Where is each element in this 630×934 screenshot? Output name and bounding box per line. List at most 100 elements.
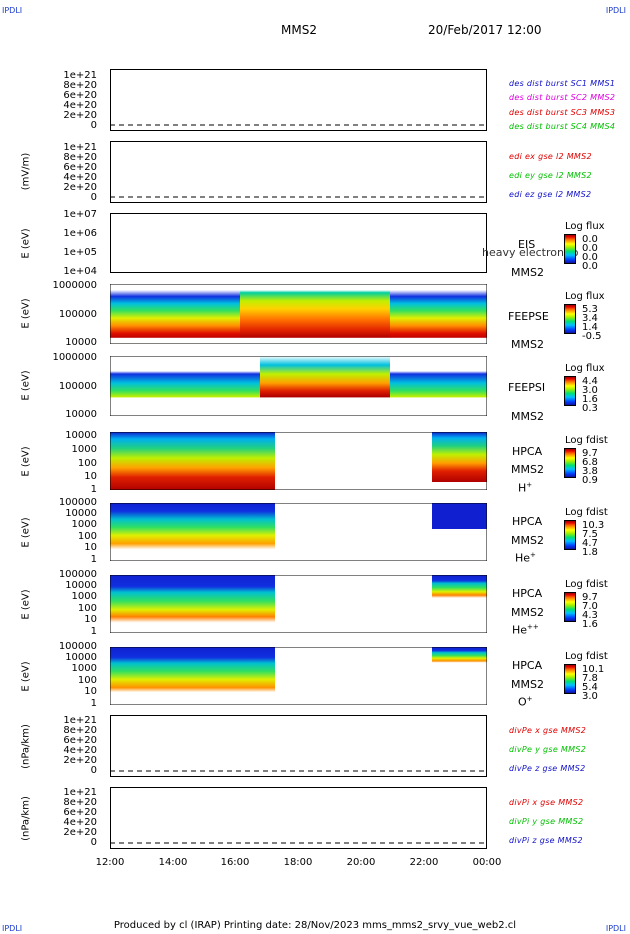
ytick: 100000 bbox=[58, 309, 97, 320]
ytick: 1000000 bbox=[52, 352, 97, 363]
ytick: 1000 bbox=[71, 444, 97, 455]
ytick: 10000 bbox=[65, 337, 97, 348]
corner-label-top-left: IPDLI bbox=[2, 6, 23, 15]
ytick: 4e+20 bbox=[63, 745, 97, 756]
ytick: 8e+20 bbox=[63, 80, 97, 91]
panel-edi bbox=[110, 141, 487, 203]
panel-des-dist-dashline bbox=[110, 124, 487, 126]
colorbar-value: 0.0 bbox=[582, 234, 598, 245]
side-label-instrument: HPCA bbox=[512, 587, 543, 600]
ylabel-hpca-o: E (eV) bbox=[20, 661, 32, 692]
colorbar-title: Log fdist bbox=[565, 435, 608, 446]
legend-entry: divPe y gse MMS2 bbox=[509, 745, 587, 754]
colorbar-value: 0.0 bbox=[582, 243, 598, 254]
ytick: 10000 bbox=[65, 652, 97, 663]
side-label-sc: MMS2 bbox=[511, 678, 544, 691]
ytick: 2e+20 bbox=[63, 182, 97, 193]
colorbar-title: Log flux bbox=[565, 363, 605, 374]
ytick: 0 bbox=[90, 837, 97, 848]
colorbar-value: 4.4 bbox=[582, 376, 598, 387]
panel-eis bbox=[110, 213, 487, 273]
panel-divpe-dashline bbox=[110, 770, 487, 772]
side-label-sc: MMS2 bbox=[511, 410, 544, 423]
colorbar-value: 4.3 bbox=[582, 610, 598, 621]
spectrogram-feepsi bbox=[110, 356, 487, 416]
ytick: 1000 bbox=[71, 591, 97, 602]
colorbar-value: -0.5 bbox=[582, 331, 602, 342]
ytick: 1000 bbox=[71, 519, 97, 530]
ytick: 100 bbox=[77, 675, 97, 686]
ytick: 100 bbox=[77, 458, 97, 469]
ylabel-edi: (mV/m) bbox=[20, 152, 32, 191]
spectrogram-hpca-he bbox=[110, 503, 487, 561]
colorbar-value: 7.5 bbox=[582, 529, 598, 540]
legend-entry: edi ez gse l2 MMS2 bbox=[509, 190, 592, 199]
spectrogram-hpca-h bbox=[110, 432, 487, 490]
colorbar-value: 1.6 bbox=[582, 394, 598, 405]
colorbar-value: 4.7 bbox=[582, 538, 598, 549]
colorbar bbox=[564, 520, 576, 550]
colorbar-value: 7.0 bbox=[582, 601, 598, 612]
colorbar-value: 3.0 bbox=[582, 385, 598, 396]
ytick: 1 bbox=[90, 698, 97, 709]
colorbar-title: Log fdist bbox=[565, 507, 608, 518]
colorbar-value: 1.6 bbox=[582, 619, 598, 630]
ytick: 1000 bbox=[71, 663, 97, 674]
panel-edi-dashline bbox=[110, 196, 487, 198]
legend-entry: divPi y gse MMS2 bbox=[509, 817, 584, 826]
ytick: 4e+20 bbox=[63, 100, 97, 111]
xtick: 20:00 bbox=[346, 857, 376, 868]
ytick: 10 bbox=[84, 471, 97, 482]
species-label: O+ bbox=[518, 695, 533, 709]
side-label-instrument: EIS bbox=[518, 238, 536, 251]
ytick: 10000 bbox=[65, 430, 97, 441]
legend-entry: des dist burst SC2 MMS2 bbox=[509, 93, 616, 102]
colorbar bbox=[564, 664, 576, 694]
ylabel-eis: E (eV) bbox=[20, 228, 32, 259]
panel-divpe bbox=[110, 715, 487, 777]
colorbar-value: 9.7 bbox=[582, 448, 598, 459]
legend-entry: des dist burst SC1 MMS1 bbox=[509, 79, 616, 88]
legend-entry: divPe z gse MMS2 bbox=[509, 764, 586, 773]
side-label-sc: MMS2 bbox=[511, 463, 544, 476]
ylabel-feepse: E (eV) bbox=[20, 298, 32, 329]
xtick: 12:00 bbox=[95, 857, 125, 868]
colorbar-title: Log flux bbox=[565, 291, 605, 302]
ytick: 1 bbox=[90, 554, 97, 565]
panel-des-dist bbox=[110, 69, 487, 131]
colorbar-value: 0.3 bbox=[582, 403, 598, 414]
legend-entry: des dist burst SC3 MMS3 bbox=[509, 108, 616, 117]
side-label-sc: MMS2 bbox=[511, 534, 544, 547]
species-label: He++ bbox=[512, 623, 539, 637]
colorbar-title: Log flux bbox=[565, 221, 605, 232]
colorbar-value: 1.4 bbox=[582, 322, 598, 333]
side-label-sc: MMS2 bbox=[511, 606, 544, 619]
ytick: 1e+07 bbox=[63, 209, 97, 220]
side-label-instrument: FEEPSE bbox=[508, 310, 549, 323]
eis-overlay-text: heavy electron to bbox=[482, 246, 579, 259]
side-label-sc: MMS2 bbox=[511, 266, 544, 279]
ytick: 1e+04 bbox=[63, 266, 97, 277]
colorbar-value: 3.8 bbox=[582, 466, 598, 477]
colorbar-title: Log fdist bbox=[565, 579, 608, 590]
colorbar-value: 3.4 bbox=[582, 313, 598, 324]
spectrogram-hpca-o bbox=[110, 647, 487, 705]
ytick: 10000 bbox=[65, 409, 97, 420]
ytick: 2e+20 bbox=[63, 110, 97, 121]
footer-credits: Produced by cl (IRAP) Printing date: 28/… bbox=[113, 920, 517, 931]
ytick: 0 bbox=[90, 765, 97, 776]
legend-entry: divPi x gse MMS2 bbox=[509, 798, 584, 807]
colorbar-value: 10.3 bbox=[582, 520, 605, 531]
ytick: 100000 bbox=[58, 641, 97, 652]
ytick: 1e+21 bbox=[63, 787, 97, 798]
colorbar-title: Log fdist bbox=[565, 651, 608, 662]
corner-label-bottom-left: IPDLI bbox=[2, 924, 23, 933]
ylabel-divpi: (nPa/km) bbox=[20, 796, 32, 841]
header-date: 20/Feb/2017 12:00 bbox=[428, 23, 542, 37]
ylabel-feepsi: E (eV) bbox=[20, 370, 32, 401]
ytick: 2e+20 bbox=[63, 755, 97, 766]
ytick: 4e+20 bbox=[63, 172, 97, 183]
ytick: 4e+20 bbox=[63, 817, 97, 828]
species-label: He+ bbox=[515, 551, 536, 565]
ytick: 1e+21 bbox=[63, 715, 97, 726]
